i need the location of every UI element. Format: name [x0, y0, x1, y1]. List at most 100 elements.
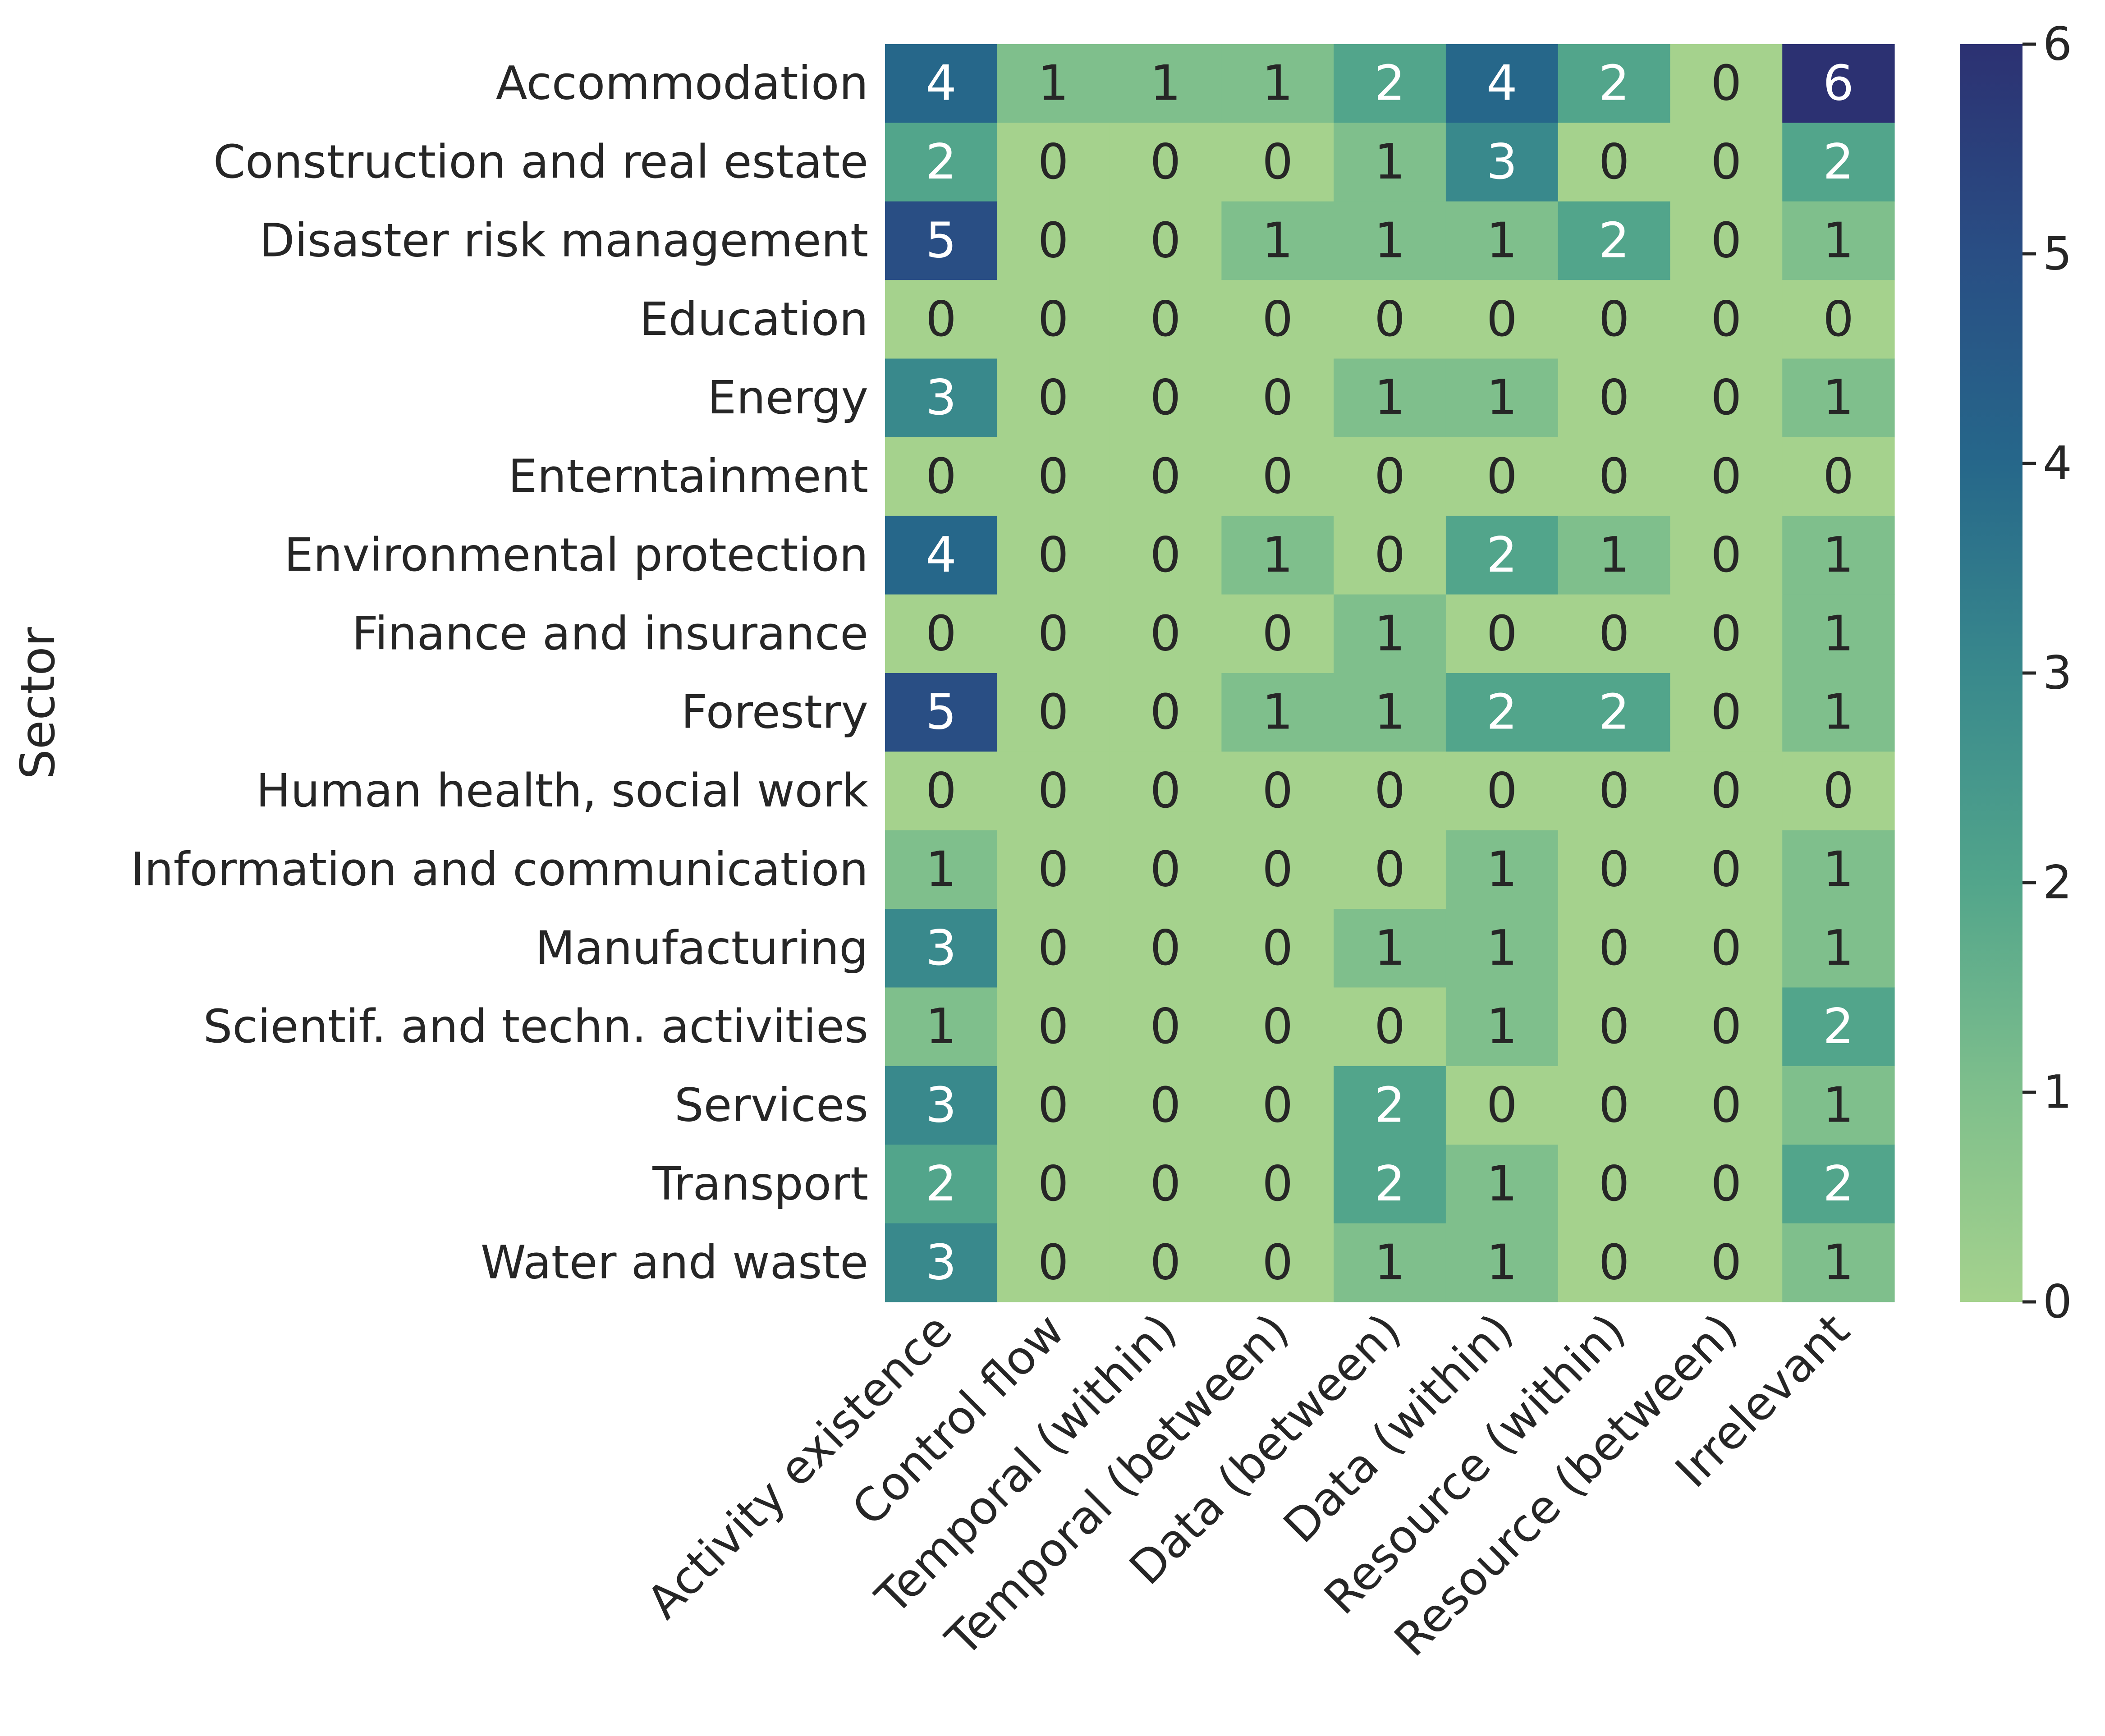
cell-value: 0 [1711, 55, 1742, 112]
heatmap-cell [1334, 1066, 1446, 1145]
cell-value: 0 [1038, 999, 1069, 1055]
heatmap-cell [1782, 909, 1895, 988]
heatmap-cell [997, 1223, 1110, 1302]
cell-value: 1 [1486, 212, 1518, 269]
cell-value: 0 [1711, 605, 1742, 662]
heatmap-cell [1334, 44, 1446, 123]
row-label: Finance and insurance [352, 607, 868, 660]
heatmap-cell [1221, 1223, 1334, 1302]
cell-value: 0 [1599, 449, 1630, 505]
heatmap-cell [1109, 123, 1222, 202]
cell-value: 1 [1823, 370, 1854, 426]
cell-value: 0 [1038, 1156, 1069, 1212]
heatmap-cell [1558, 594, 1671, 673]
heatmap-cell [1782, 1223, 1895, 1302]
heatmap-cell [1445, 201, 1559, 280]
cell-value: 3 [926, 1077, 957, 1134]
heatmap-cell [1445, 516, 1559, 595]
cell-value: 0 [1599, 1234, 1630, 1291]
heatmap-cell [885, 516, 998, 595]
heatmap-cell [1558, 437, 1671, 516]
heatmap-cell [885, 1223, 998, 1302]
cell-value: 1 [1823, 1234, 1854, 1291]
cell-value: 0 [1711, 1156, 1742, 1212]
heatmap-cell [1670, 1145, 1783, 1224]
cell-value: 0 [1262, 134, 1293, 190]
cell-value: 0 [926, 291, 957, 348]
heatmap-cell [1334, 673, 1446, 752]
cell-value: 0 [1599, 841, 1630, 898]
heatmap-cell [1558, 358, 1671, 438]
cell-value: 0 [1262, 449, 1293, 505]
heatmap-cell [1782, 280, 1895, 359]
cell-value: 0 [1262, 605, 1293, 662]
heatmap-cell [1445, 44, 1559, 123]
row-label: Scientif. and techn. activities [203, 1000, 868, 1054]
cell-value: 3 [926, 920, 957, 976]
cell-value: 0 [1262, 291, 1293, 348]
cell-value: 1 [1262, 212, 1293, 269]
cell-value: 1 [1823, 841, 1854, 898]
heatmap-cell [1782, 516, 1895, 595]
cell-value: 0 [1599, 999, 1630, 1055]
cell-value: 1 [1486, 1234, 1518, 1291]
heatmap-cell [1670, 673, 1783, 752]
heatmap-cell [997, 437, 1110, 516]
cell-value: 0 [1711, 527, 1742, 583]
cell-value: 0 [1038, 527, 1069, 583]
heatmap-cell [1558, 1223, 1671, 1302]
cell-value: 0 [1711, 684, 1742, 741]
cell-value: 0 [1038, 841, 1069, 898]
row-label: Enterntainment [508, 450, 868, 504]
heatmap-cell [1445, 830, 1559, 909]
cell-value: 0 [1711, 291, 1742, 348]
heatmap-cell [1334, 201, 1446, 280]
cell-value: 0 [1823, 291, 1854, 348]
heatmap-cell [1782, 437, 1895, 516]
cell-value: 0 [1150, 291, 1181, 348]
heatmap-cell [1221, 201, 1334, 280]
heatmap-cell [1445, 751, 1559, 831]
cell-value: 0 [1711, 763, 1742, 819]
heatmap-cell [885, 751, 998, 831]
heatmap-cell [1109, 987, 1222, 1067]
colorbar-tick-label: 6 [2043, 18, 2072, 71]
colorbar-tick-label: 5 [2043, 227, 2072, 281]
cell-value: 0 [1823, 763, 1854, 819]
heatmap-cell [1670, 516, 1783, 595]
heatmap-cell [1445, 358, 1559, 438]
heatmap-cell [1558, 280, 1671, 359]
cell-value: 0 [1711, 1077, 1742, 1134]
heatmap-cell [1109, 1145, 1222, 1224]
heatmap-cell [885, 201, 998, 280]
cell-value: 0 [1150, 527, 1181, 583]
cell-value: 0 [1711, 370, 1742, 426]
row-label: Accommodation [496, 57, 868, 110]
heatmap-cell [1221, 358, 1334, 438]
heatmap-cell [1445, 673, 1559, 752]
colorbar-tick-label: 3 [2043, 646, 2072, 700]
cell-value: 0 [1599, 370, 1630, 426]
cell-value: 1 [926, 841, 957, 898]
cell-value: 0 [1486, 291, 1518, 348]
cell-value: 3 [926, 1234, 957, 1291]
cell-value: 2 [1486, 684, 1518, 741]
cell-value: 2 [1599, 212, 1630, 269]
heatmap-cell [1445, 1066, 1559, 1145]
heatmap-cell [885, 358, 998, 438]
colorbar: 0 1 2 3 4 5 6 [1960, 18, 2072, 1329]
cell-value: 0 [1486, 1077, 1518, 1134]
y-axis-label: Sector [10, 627, 65, 779]
cell-value: 0 [926, 605, 957, 662]
cell-value: 1 [1823, 684, 1854, 741]
cell-value: 1 [1823, 605, 1854, 662]
heatmap-cell [885, 1145, 998, 1224]
heatmap-cell [1782, 201, 1895, 280]
heatmap-cell [1782, 987, 1895, 1067]
cell-value: 4 [926, 527, 957, 583]
cell-value: 0 [1262, 763, 1293, 819]
heatmap-cell [1670, 830, 1783, 909]
heatmap-cell [1221, 594, 1334, 673]
heatmap-cell [1558, 1066, 1671, 1145]
heatmap-cell [1334, 516, 1446, 595]
